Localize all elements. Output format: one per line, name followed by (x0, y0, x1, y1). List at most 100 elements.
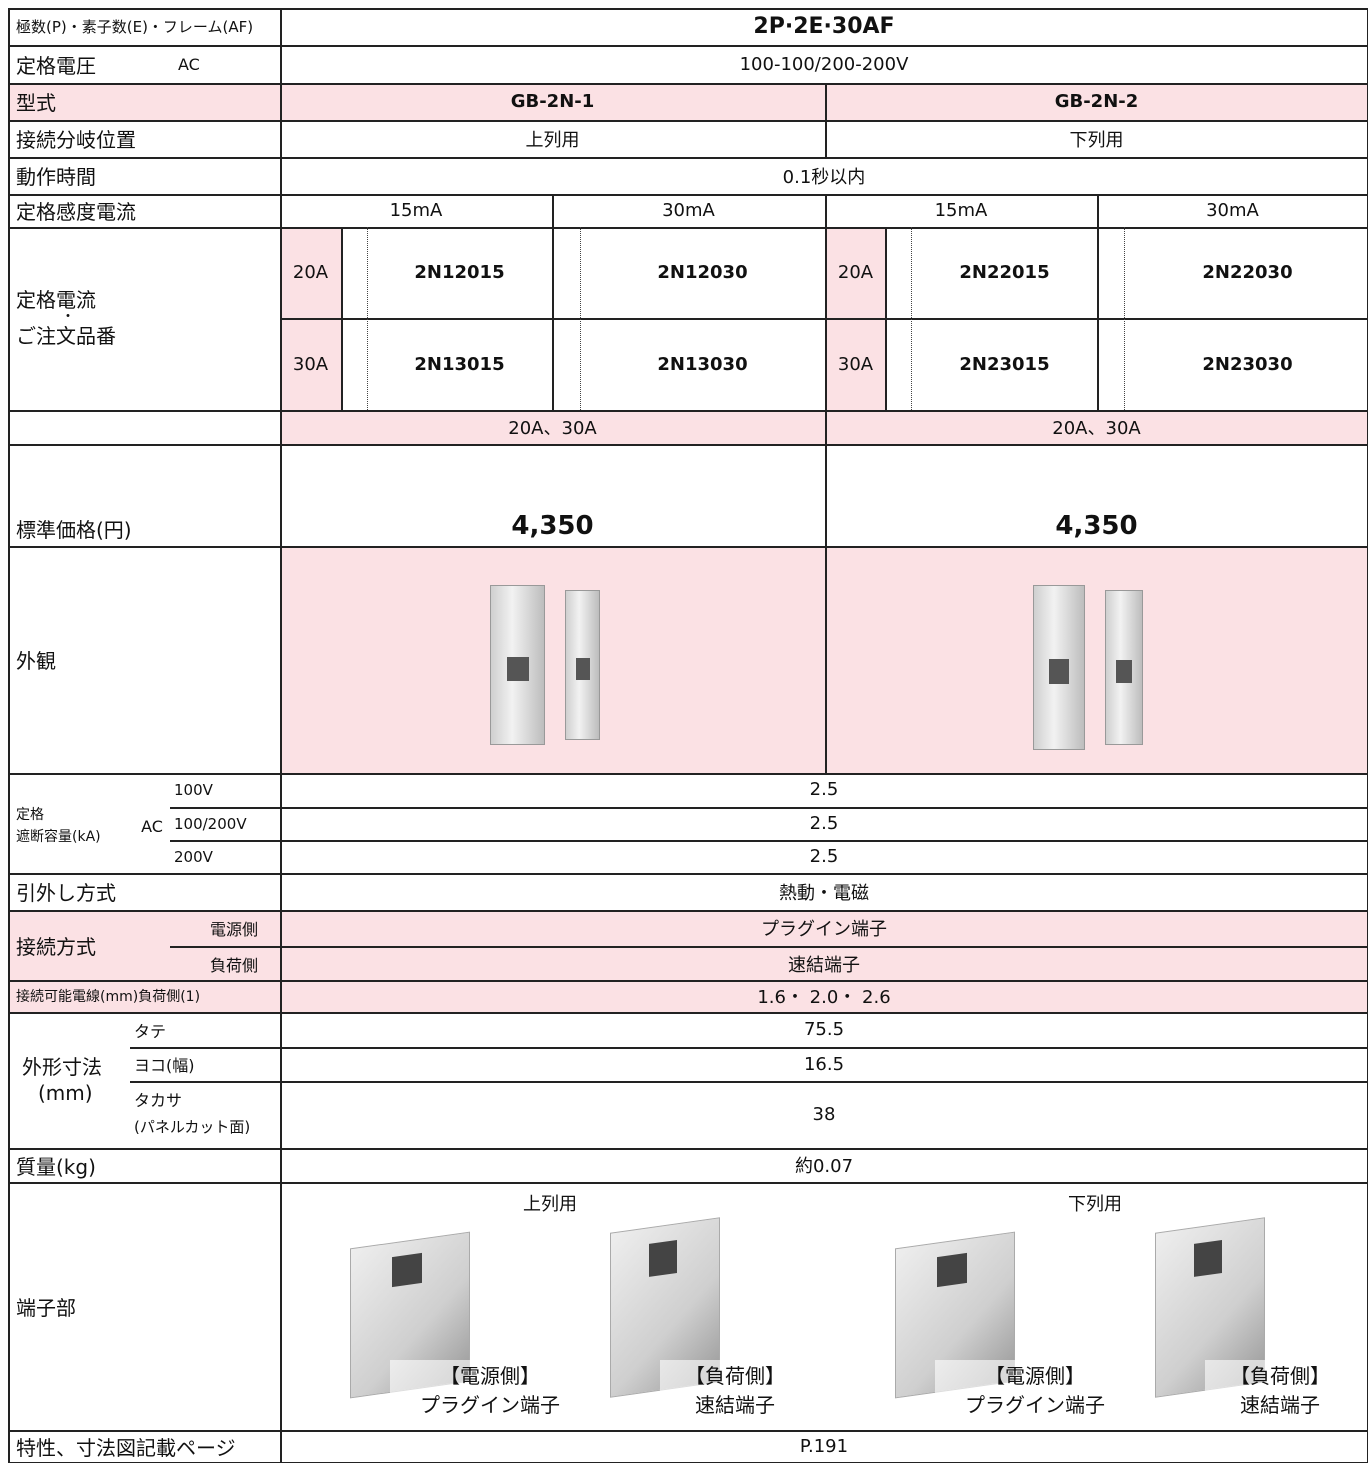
cell-text: 端子部 (16, 1295, 76, 1320)
cell-text: 2N12015 (414, 262, 505, 284)
cell-text: 100V (174, 780, 213, 799)
rule (8, 873, 1368, 875)
cell-text: 15mA (389, 200, 443, 221)
cell-text: 外観 (16, 649, 56, 673)
cell-text: AC (141, 816, 163, 836)
cell-text: 遮断容量(kA) (16, 829, 101, 845)
pink-bg (280, 410, 1368, 444)
cell-text: AC (178, 54, 200, 74)
cell-text: 2.5 (809, 779, 839, 800)
terminal-slot (1193, 1239, 1221, 1277)
rule (280, 318, 1368, 320)
cell-text: 熱動・電磁 (779, 882, 869, 904)
terminal-slot (648, 1239, 676, 1277)
terminal-slot (392, 1252, 422, 1288)
cell-text: 極数(P)・素子数(E)・フレーム(AF) (16, 18, 254, 36)
cell-text: 下列用 (1068, 1194, 1122, 1215)
cell-text: タカサ (134, 1091, 183, 1110)
rule (552, 194, 554, 410)
product-window (575, 657, 590, 680)
cell-text: 2P·2E·30AF (753, 14, 895, 39)
rule (8, 120, 1368, 122)
cell-text: 30A (837, 353, 874, 375)
rule (911, 227, 913, 410)
cell-text: 16.5 (803, 1053, 845, 1075)
cell-text: 200V (174, 847, 213, 866)
cell-text: 2N13015 (414, 353, 505, 375)
rule (8, 45, 1368, 47)
cell-text: 20A (292, 262, 329, 284)
rule (8, 910, 1368, 912)
rule (8, 410, 1368, 412)
product-window (506, 657, 529, 681)
cell-text: 負荷側 (209, 956, 258, 975)
cell-text: プラグイン端子 (935, 1388, 1135, 1418)
cell-text: 30mA (662, 200, 715, 221)
cell-text: 標準価格(円) (16, 517, 132, 542)
rule (170, 946, 1368, 948)
cell-text: 定格 (16, 807, 44, 823)
rule (341, 227, 343, 410)
cell-text: 100-100/200-200V (739, 53, 909, 75)
cell-text: 100/200V (174, 814, 247, 833)
cell-text: 15mA (934, 200, 988, 221)
pink-bg (8, 83, 1368, 120)
cell-text: 1.6・ 2.0・ 2.6 (757, 987, 891, 1008)
rule (8, 1148, 1368, 1150)
rule (8, 444, 1368, 446)
rule (8, 980, 1368, 982)
cell-text: 30A (292, 353, 329, 375)
cell-text: P.191 (799, 1436, 849, 1457)
rule (170, 840, 1368, 842)
rule (1097, 194, 1099, 410)
cell-text: 定格電流 (16, 287, 96, 312)
rule (8, 157, 1368, 159)
cell-text: 接続可能電線(mm)負荷側(1) (16, 989, 201, 1005)
cell-text: GB-2N-2 (1054, 91, 1139, 112)
rule (170, 807, 1368, 809)
rule (8, 227, 1368, 229)
cell-text: タテ (134, 1021, 167, 1041)
product-window (1048, 659, 1070, 684)
cell-text: (mm) (38, 1081, 93, 1105)
cell-text: 接続方式 (16, 934, 96, 959)
cell-text: 速結端子 (660, 1388, 810, 1418)
cell-text: (パネルカット面) (134, 1117, 251, 1136)
cell-text: 速結端子 (1205, 1388, 1355, 1418)
cell-text: 速結端子 (788, 955, 860, 976)
pink-bg (280, 546, 1368, 773)
cell-text: 0.1秒以内 (782, 166, 866, 188)
cell-text: 動作時間 (16, 165, 96, 189)
rule (8, 1012, 1368, 1014)
cell-text: 【電源側】 (935, 1360, 1135, 1388)
rule (130, 1081, 1368, 1083)
cell-text: ヨコ(幅) (134, 1056, 195, 1075)
cell-text: 上列用 (525, 129, 580, 151)
rule (8, 1182, 1368, 1184)
cell-text: 上列用 (523, 1194, 577, 1215)
cell-text: 38 (812, 1104, 836, 1125)
rule (1366, 8, 1368, 1463)
rule (8, 8, 1368, 10)
rule (580, 227, 582, 410)
cell-text: 定格感度電流 (16, 200, 136, 224)
cell-text: 75.5 (803, 1019, 845, 1040)
cell-text: 2N22015 (959, 262, 1050, 284)
cell-text: 約0.07 (794, 1156, 854, 1177)
cell-text: 型式 (16, 91, 56, 115)
cell-text: 定格電圧 (16, 53, 96, 78)
rule (8, 83, 1368, 85)
cell-text: 20A、30A (1052, 418, 1141, 439)
rule (8, 546, 1368, 548)
cell-text: 引外し方式 (16, 881, 116, 905)
rule (8, 194, 1368, 196)
cell-text: 電源側 (209, 920, 258, 939)
cell-text: 4,350 (511, 511, 594, 541)
pink-bg (8, 910, 1368, 1012)
cell-text: GB-2N-1 (510, 91, 595, 112)
cell-text: 下列用 (1069, 129, 1124, 151)
cell-text: 20A (837, 262, 874, 284)
cell-text: 接続分岐位置 (16, 128, 136, 152)
rule (130, 1047, 1368, 1049)
